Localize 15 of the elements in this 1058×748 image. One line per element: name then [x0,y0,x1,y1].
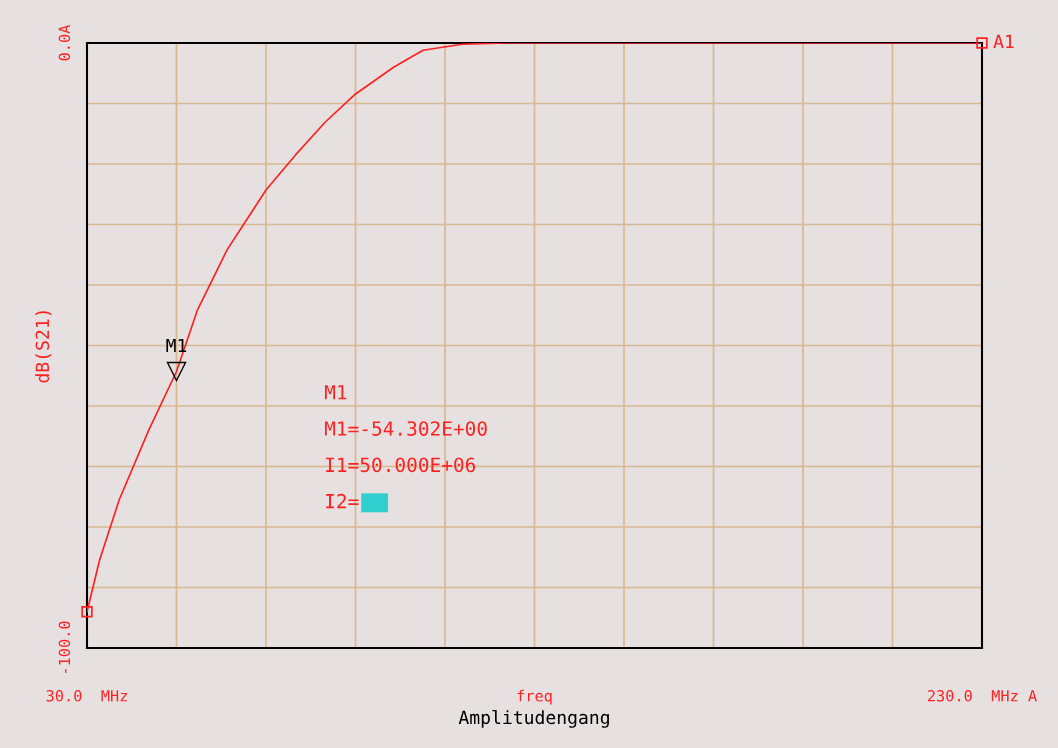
y-axis-title: dB(S21) [35,311,52,383]
x-tick-label: 230.0 MHz A [927,690,1037,702]
y-tick-label: -100.0 [58,621,71,673]
x-tick-label: freq [517,689,552,705]
annotation: I1=50.000E+06 [326,457,476,473]
annotation: A1 [993,34,1014,49]
point [81,606,93,618]
x-tick-label: 30.0 MHz [46,690,127,702]
annotation: I2= [326,493,359,509]
point [976,37,988,49]
annotation: M1 [324,385,347,400]
annotation: M1=-54.302E+00 [324,421,487,436]
x-axis-title: Amplitudengang [458,710,609,728]
annotation: M1 [166,338,187,353]
y-tick-label: 0.0A [58,24,71,61]
